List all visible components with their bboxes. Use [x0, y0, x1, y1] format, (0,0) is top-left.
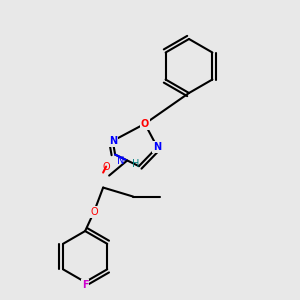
- Text: F: F: [82, 280, 88, 290]
- Text: O: O: [141, 119, 149, 129]
- Text: N: N: [153, 142, 161, 152]
- Text: N: N: [117, 156, 125, 166]
- Text: O: O: [102, 162, 110, 172]
- Text: O: O: [90, 207, 98, 217]
- Text: N: N: [109, 136, 117, 146]
- Text: H: H: [132, 159, 140, 169]
